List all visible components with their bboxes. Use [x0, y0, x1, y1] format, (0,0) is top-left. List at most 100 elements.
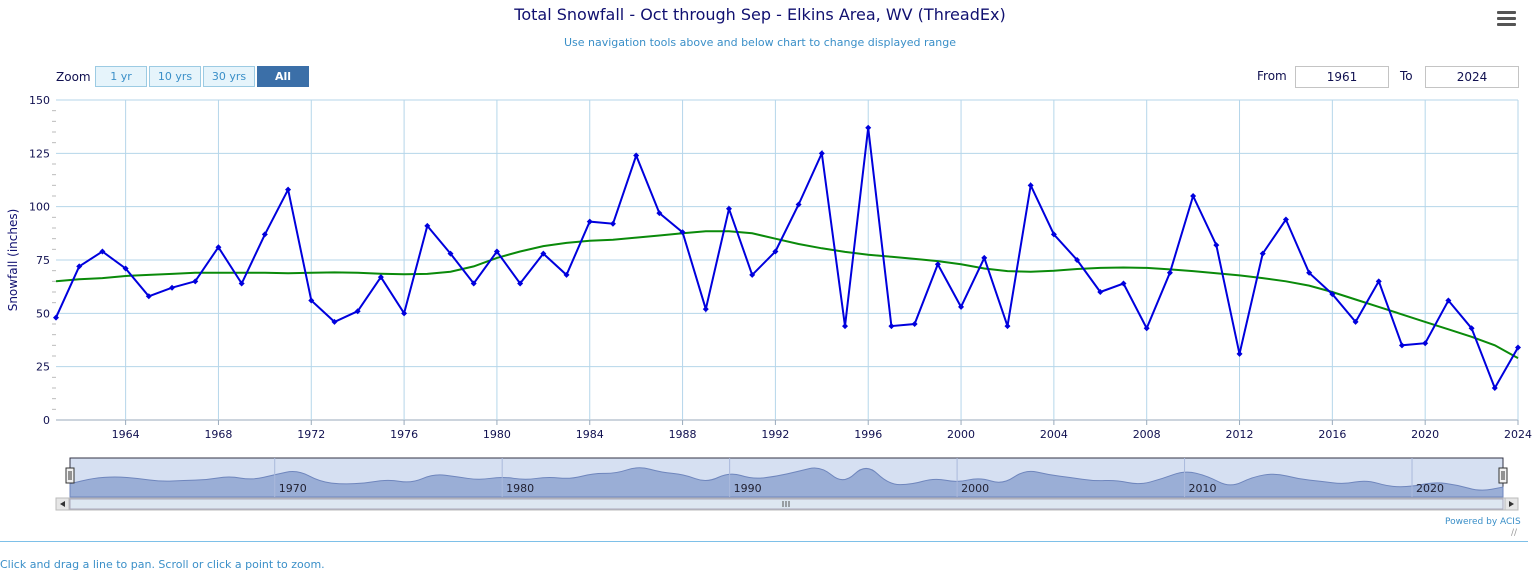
data-point[interactable] — [911, 321, 918, 327]
data-point[interactable] — [1213, 242, 1220, 249]
data-point[interactable] — [540, 250, 547, 257]
data-point[interactable] — [586, 218, 593, 225]
data-point[interactable] — [888, 323, 895, 330]
data-point[interactable] — [772, 248, 779, 255]
handle-right-icon[interactable] — [1498, 467, 1508, 484]
data-point[interactable] — [934, 261, 941, 268]
zoom-30yrs-button[interactable]: 30 yrs — [203, 66, 255, 87]
data-point[interactable] — [53, 314, 59, 321]
data-point[interactable] — [169, 284, 176, 291]
to-input[interactable] — [1425, 66, 1519, 88]
data-point[interactable] — [401, 310, 408, 317]
data-point[interactable] — [1190, 193, 1197, 199]
data-point[interactable] — [1422, 340, 1429, 347]
handle-left-icon[interactable] — [65, 467, 75, 484]
snowfall-chart[interactable]: 0 25 50 75 100 125 150 1964 1968 1972 1976 1980 1984… — [0, 0, 1540, 530]
data-point[interactable] — [1398, 342, 1405, 349]
data-point[interactable] — [331, 318, 338, 325]
data-point[interactable] — [1306, 269, 1313, 276]
data-point[interactable] — [99, 248, 106, 255]
zoom-10yrs-button[interactable]: 10 yrs — [149, 66, 201, 87]
x-tick-label: 1972 — [297, 428, 325, 441]
data-point[interactable] — [958, 303, 965, 310]
data-point[interactable] — [1259, 250, 1266, 257]
data-point[interactable] — [1352, 318, 1359, 325]
data-point[interactable] — [1004, 323, 1011, 330]
axes: 0 25 50 75 100 125 150 1964 1968 1972 1976 1980 1984… — [29, 94, 1532, 441]
data-point[interactable] — [1491, 385, 1498, 391]
data-point[interactable] — [145, 293, 152, 300]
y-tick-label: 75 — [36, 254, 50, 267]
data-point[interactable] — [1050, 231, 1057, 238]
data-point[interactable] — [76, 263, 83, 270]
x-tick-label: 2004 — [1040, 428, 1068, 441]
data-point[interactable] — [609, 220, 616, 227]
data-point[interactable] — [261, 231, 268, 238]
snowfall-line[interactable] — [55, 127, 1519, 391]
zoom-1yr-button[interactable]: 1 yr — [95, 66, 147, 87]
from-input[interactable] — [1295, 66, 1389, 88]
data-point[interactable] — [1120, 280, 1127, 287]
data-point[interactable] — [1375, 278, 1382, 285]
data-point[interactable] — [1236, 350, 1243, 357]
data-point[interactable] — [122, 265, 129, 272]
smoothed-trend-line[interactable] — [55, 230, 1519, 359]
navigator[interactable]: 1970 1980 1990 2000 2010 2020 — [55, 457, 1519, 511]
navigator-label: 1970 — [279, 482, 307, 495]
data-point[interactable] — [1143, 325, 1150, 332]
data-point[interactable] — [656, 210, 663, 217]
data-point[interactable] — [725, 205, 732, 212]
data-point[interactable] — [354, 308, 361, 315]
data-point[interactable] — [493, 248, 500, 255]
data-point[interactable] — [424, 222, 431, 229]
arrow-left-icon[interactable] — [55, 497, 70, 511]
data-point[interactable] — [470, 280, 477, 287]
data-point[interactable] — [795, 201, 802, 208]
x-tick-label: 2020 — [1411, 428, 1439, 441]
data-point[interactable] — [1097, 289, 1104, 295]
data-point[interactable] — [842, 323, 849, 330]
data-point[interactable] — [192, 278, 199, 285]
resize-grip-icon[interactable]: ∕∕ — [1511, 528, 1518, 538]
data-point[interactable] — [633, 152, 640, 159]
plot-series[interactable] — [53, 124, 1521, 391]
x-tick-label: 2024 — [1504, 428, 1532, 441]
arrow-right-icon[interactable] — [1504, 497, 1519, 511]
x-tick-label: 1980 — [483, 428, 511, 441]
data-point[interactable] — [1329, 291, 1336, 298]
menu-icon[interactable] — [1497, 11, 1516, 27]
scroll-grip-icon[interactable] — [782, 501, 790, 507]
data-point[interactable] — [215, 244, 222, 251]
navigator-label: 1980 — [506, 482, 534, 495]
data-point[interactable] — [238, 280, 245, 287]
data-point[interactable] — [285, 186, 292, 193]
zoom-label: Zoom — [56, 70, 91, 84]
data-point[interactable] — [1166, 269, 1173, 276]
data-point[interactable] — [1445, 297, 1452, 304]
data-point[interactable] — [1468, 325, 1475, 332]
powered-by-link[interactable]: Powered by ACIS — [1445, 517, 1521, 527]
data-point[interactable] — [1282, 216, 1289, 223]
from-label: From — [1257, 69, 1287, 83]
data-point[interactable] — [1074, 257, 1081, 263]
data-point[interactable] — [679, 229, 686, 236]
data-point[interactable] — [308, 297, 315, 304]
data-point[interactable] — [1515, 344, 1521, 351]
data-point[interactable] — [563, 271, 570, 278]
x-tick-label: 1988 — [669, 428, 697, 441]
navigator-label: 2010 — [1189, 482, 1217, 495]
zoom-all-button[interactable]: All — [257, 66, 309, 87]
navigator-label: 2020 — [1416, 482, 1444, 495]
data-point[interactable] — [1027, 182, 1034, 189]
y-tick-label: 25 — [36, 361, 50, 374]
data-point[interactable] — [865, 124, 872, 131]
data-point[interactable] — [702, 306, 709, 313]
data-point[interactable] — [517, 280, 524, 287]
data-point[interactable] — [447, 250, 454, 257]
data-point[interactable] — [981, 254, 988, 261]
y-axis-label: Snowfall (inches) — [6, 209, 20, 312]
data-point[interactable] — [377, 274, 384, 281]
data-point[interactable] — [749, 271, 756, 278]
y-tick-label: 125 — [29, 147, 50, 160]
data-point[interactable] — [818, 150, 825, 157]
